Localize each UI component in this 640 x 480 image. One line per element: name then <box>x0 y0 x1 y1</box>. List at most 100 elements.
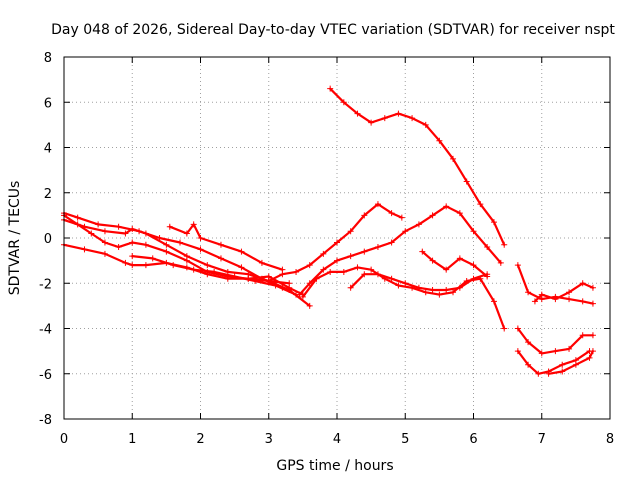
data-point <box>101 239 108 246</box>
data-point <box>81 246 88 253</box>
data-point <box>306 302 313 309</box>
data-point <box>538 350 545 357</box>
x-tick-label: 4 <box>333 432 341 447</box>
data-point <box>166 223 173 230</box>
data-point <box>559 361 566 368</box>
trace-line <box>168 223 284 271</box>
data-point <box>566 296 573 303</box>
x-axis-label: GPS time / hours <box>276 458 393 474</box>
data-point <box>238 264 245 271</box>
data-point <box>197 246 204 253</box>
data-point <box>95 221 102 228</box>
data-point <box>589 284 596 291</box>
data-point <box>463 178 470 185</box>
series-sat-l <box>419 248 491 280</box>
data-point <box>142 262 149 269</box>
data-point <box>579 298 586 305</box>
data-point <box>101 228 108 235</box>
data-point <box>272 282 279 289</box>
data-point <box>204 262 211 269</box>
trace-line <box>298 205 502 296</box>
data-point <box>190 221 197 228</box>
series-sat-h <box>296 203 504 298</box>
series-sat-o <box>514 325 596 357</box>
data-point <box>436 291 443 298</box>
data-point <box>572 361 579 368</box>
y-tick-label: 8 <box>44 51 52 66</box>
data-point <box>415 221 422 228</box>
data-point <box>422 289 429 296</box>
data-point <box>361 212 368 219</box>
x-tick-label: 3 <box>265 432 273 447</box>
series-sat-g <box>265 201 405 284</box>
data-point <box>334 239 340 246</box>
data-point <box>347 228 354 235</box>
data-point <box>484 244 491 251</box>
data-point <box>450 155 457 162</box>
series-sat-k <box>327 85 508 248</box>
data-point <box>497 259 504 266</box>
data-point <box>327 268 334 275</box>
trace-line <box>301 266 506 330</box>
data-point <box>415 284 422 291</box>
data-point <box>136 228 143 235</box>
data-point <box>398 214 405 221</box>
data-point <box>122 230 129 237</box>
y-axis-label: SDTVAR / TECUs <box>7 181 23 296</box>
data-point <box>470 275 477 282</box>
data-point <box>258 275 265 282</box>
data-point <box>163 248 170 255</box>
data-point <box>589 348 596 355</box>
data-point <box>531 298 538 305</box>
data-point <box>388 239 395 246</box>
data-point <box>388 275 395 282</box>
y-tick-label: -2 <box>39 277 52 292</box>
series-sat-j <box>347 271 491 294</box>
series-sat-b <box>61 241 313 309</box>
y-axis-ticks: -8 -6 -4 -2 0 2 4 6 8 <box>39 51 610 428</box>
data-point <box>381 115 388 122</box>
data-point <box>395 110 402 117</box>
x-tick-label: 5 <box>401 432 409 447</box>
data-point <box>501 325 508 332</box>
y-tick-label: 2 <box>44 187 52 202</box>
data-point <box>552 348 559 355</box>
data-point <box>566 345 573 352</box>
data-point <box>115 244 122 251</box>
data-point <box>129 239 136 246</box>
series-sat-n <box>531 280 596 305</box>
data-point <box>443 203 450 210</box>
data-point <box>361 248 368 255</box>
trace-line <box>533 282 595 303</box>
data-point <box>279 271 286 278</box>
data-point <box>388 210 395 217</box>
data-point <box>320 250 327 257</box>
data-point <box>409 115 416 122</box>
data-point <box>334 257 340 264</box>
data-point <box>361 271 368 278</box>
data-point <box>306 280 313 287</box>
data-point <box>354 110 361 117</box>
data-point <box>224 275 231 282</box>
data-point <box>368 266 375 273</box>
data-point <box>238 248 245 255</box>
data-point <box>149 255 156 262</box>
data-point <box>456 210 463 217</box>
data-point <box>347 284 354 291</box>
data-point <box>231 273 238 280</box>
data-point <box>177 239 184 246</box>
x-tick-label: 8 <box>606 432 614 447</box>
data-point <box>436 137 443 144</box>
data-point <box>88 230 95 237</box>
data-point <box>586 354 593 361</box>
data-point <box>402 280 409 287</box>
data-point <box>450 289 457 296</box>
data-point <box>477 201 484 208</box>
data-point <box>429 287 436 294</box>
data-point <box>211 268 218 275</box>
data-point <box>340 268 347 275</box>
data-point <box>115 223 122 230</box>
y-tick-label: 4 <box>44 142 52 157</box>
data-point <box>163 241 170 248</box>
data-point <box>320 266 327 273</box>
